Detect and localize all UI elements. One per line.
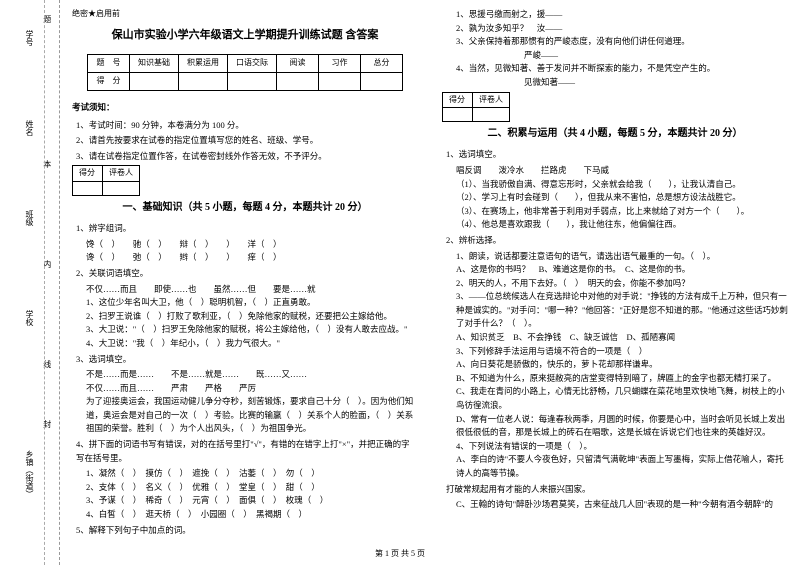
sidebar-label-xingming: 姓名: [24, 120, 35, 136]
c2-top-3: 严峻——: [456, 49, 788, 63]
s1-q1-l1: 谗（ ） 弛（ ） 辫（ ） ） 痒（ ）: [86, 251, 418, 265]
s1-q5: 5、解释下列句子中加点的词。: [76, 524, 418, 538]
s2-q2-l9: D、常有一位老人说：每逢春秋两季，月圆的时候，你要是心中，当时会听见长城上发出很…: [456, 413, 788, 440]
s2-q1-l1: （1）、当我骄傲自满、得意忘形时，父亲就会给我（ ），让我认清自己。: [456, 178, 788, 192]
s2-q2-l3: 3、——位总统候选人在竞选辩论中对他的对手说："挣钱的方法有成千上万种，但只有一…: [456, 290, 788, 331]
notice-2: 2、请首先按要求在试卷的指定位置填写您的姓名、班级、学号。: [76, 134, 418, 148]
s2-q2-l11: A、李白的诗"不要人今夜色好，只留清气满乾坤"表面上写墨梅，实际上借花喻人，寄托…: [456, 453, 788, 480]
s2-q2-l5: 3、下列修辞手法运用与语境不符合的一项是（ ）: [456, 345, 788, 359]
s1-q3-l2: 为了迎接奥运会，我国运动健儿争分夺秒，刻苦锻炼，要求自己十分（ ）。因为他们知道…: [86, 395, 418, 436]
s2-q2-l0: 1、朗读，说话都要注意语句的语气，请选出语气最重的一句。（ ）。: [456, 250, 788, 264]
s1-q2-l0: 不仅……而且 即使……也 虽然……但 要是……就: [86, 283, 418, 297]
notice-3: 3、请在试卷指定位置作答，在试卷密封线外作答无效，不予评分。: [76, 150, 418, 164]
s1-q3: 3、选词填空。: [76, 353, 418, 367]
s1-q3-l0: 不是……而是…… 不是……就是…… 既……又……: [86, 368, 418, 382]
s1-q2: 2、关联词语填空。: [76, 267, 418, 281]
s1-q4: 4、拼下面的词语书写有错误，对的在括号里打"√"，有错的在错字上打"×"，并把正…: [76, 438, 418, 465]
s1-q4-l0: 1、凝然（ ） 摸仿（ ） 遮挽（ ） 沽萎（ ） 勿（ ）: [86, 467, 418, 481]
score-table: 题 号 知识基础 积累运用 口语交际 阅读 习作 总分 得 分: [87, 54, 403, 91]
section1-title: 一、基础知识（共 5 小题，每题 4 分，本题共计 20 分）: [72, 200, 418, 216]
section2-title: 二、积累与运用（共 4 小题，每题 5 分，本题共计 20 分）: [442, 126, 788, 142]
s2-q1-l2: （2）、学习上有时会碰到（ ），但我从来不害怕，总是想方设法战胜它。: [456, 191, 788, 205]
s1-q2-l3: 3、大卫说："（ ）扫罗王免除他家的赋税，将公主嫁给他，（ ）没有人敢去应战。": [86, 323, 418, 337]
s2-q2-e1: C、王翰的诗句"醉卧沙场君莫笑，古来征战几人回"表现的是一种"今朝有酒今朝醉"的: [456, 498, 788, 512]
c2-top-0: 1、思援弓缴而射之，援——: [456, 8, 788, 22]
s2-q1-l4: （4）、他总是喜欢跟我（ ），我让他往东，他偏偏往西。: [456, 218, 788, 232]
paper-title: 保山市实验小学六年级语文上学期提升训练试题 含答案: [72, 27, 418, 45]
s1-q1-l0: 馋（ ） 驰（ ） 辩（ ） ） 洋（ ）: [86, 238, 418, 252]
s1-q2-l1: 1、这位少年名叫大卫，他（ ）聪明机智，（ ）正直勇敢。: [86, 296, 418, 310]
notice-head: 考试须知：: [72, 101, 418, 115]
sidebar-label-xuehao: 学号: [24, 30, 35, 46]
notice-1: 1、考试时间：90 分钟，本卷满分为 100 分。: [76, 119, 418, 133]
sidebar-label-banji: 班级: [24, 210, 35, 226]
s2-q1-l3: （3）、在赛场上，他非常善于利用对手弱点，比上来就给了对方一个（ ）。: [456, 205, 788, 219]
s2-q1: 1、选词填空。: [446, 148, 788, 162]
s2-q1-l0: 唱反调 泼冷水 拦路虎 下马威: [456, 164, 788, 178]
s1-q3-l1: 不仅……而且…… 严肃 严格 严厉: [86, 382, 418, 396]
c2-top-5: 见微知著——: [456, 76, 788, 90]
score-h-0: 题 号: [88, 55, 130, 73]
s2-q2-e0: 打破常规起用有才能的人来振兴国家。: [446, 483, 788, 497]
c2-top-4: 4、当然，见微知著、善于发问并不断探索的能力，不是凭空产生的。: [456, 62, 788, 76]
score-h-3: 口语交际: [228, 55, 277, 73]
s2-q2: 2、辨析选择。: [446, 234, 788, 248]
s1-q2-l4: 4、大卫说："我（ ）年纪小，（ ）我力气很大。": [86, 337, 418, 351]
mini-score-2: 得分评卷人: [442, 92, 510, 123]
s2-q2-l4: A、知识贫乏 B、不会挣钱 C、缺乏诚信 D、孤陋寡闻: [456, 331, 788, 345]
s2-q2-l2: 2、明天的人，不用下去好。（ ） 明天的会，你能不参加吗？: [456, 277, 788, 291]
score-h-4: 阅读: [277, 55, 319, 73]
s1-q4-l2: 3、予谋（ ） 稀奇（ ） 元宵（ ） 面俱（ ） 枚瑰（ ）: [86, 494, 418, 508]
page: 学号 姓名 班级 学校 乡镇（街道） 题 本 内 线 封 绝密★启用前 保山市实…: [0, 0, 800, 565]
s2-q2-l1: A、这是你的书吗？ B、难道这是你的书。 C、这是你的书。: [456, 263, 788, 277]
s1-q1: 1、辨字组词。: [76, 222, 418, 236]
sidebar-label-xuexiao: 学校: [24, 310, 35, 326]
s2-q2-l7: B、不知道为什么，原来挺敝亮的店堂变得特别暗了，牌匾上的金字也都无精打采了。: [456, 372, 788, 386]
score-r-0: 得 分: [88, 73, 130, 91]
score-h-2: 积累运用: [179, 55, 228, 73]
s2-q2-l10: 4、下列说法有错误的一项是（ ）。: [456, 440, 788, 454]
score-h-5: 习作: [319, 55, 361, 73]
s1-q4-l3: 4、白皙（ ） 逛天桥（ ） 小园圈（ ） 黑褐期（ ）: [86, 508, 418, 522]
c2-top-2: 3、父亲保持着那那惯有的严峻态度，没有向他们讲任何道理。: [456, 35, 788, 49]
s1-q2-l2: 2、扫罗王说谁（ ）打败了歌利亚，（ ）免除他家的赋税，还要把公主嫁给他。: [86, 310, 418, 324]
binding-sidebar: 学号 姓名 班级 学校 乡镇（街道） 题 本 内 线 封: [0, 0, 60, 565]
mini-score-1: 得分评卷人: [72, 165, 140, 196]
s2-q2-l6: A、向日葵花是骄傲的，快乐的，萝卜花却那样谦卑。: [456, 358, 788, 372]
s2-q2-l8: C、我走在青问的小路上，心情无比舒畅，几只蝴蝶在菜花地里欢快地飞舞，树枝上的小鸟…: [456, 385, 788, 412]
score-h-6: 总分: [361, 55, 403, 73]
sidebar-label-xiangzhen: 乡镇（街道）: [24, 450, 35, 498]
c2-top-1: 2、孰为汝多知乎？ 汝——: [456, 22, 788, 36]
column-right: 1、思援弓缴而射之，援—— 2、孰为汝多知乎？ 汝—— 3、父亲保持着那那惯有的…: [430, 0, 800, 565]
column-left: 绝密★启用前 保山市实验小学六年级语文上学期提升训练试题 含答案 题 号 知识基…: [60, 0, 430, 565]
s1-q4-l1: 2、支体（ ） 名义（ ） 优雅（ ） 堂皇（ ） 甜（ ）: [86, 481, 418, 495]
score-h-1: 知识基础: [130, 55, 179, 73]
confidential-label: 绝密★启用前: [72, 8, 418, 21]
page-footer: 第 1 页 共 5 页: [375, 548, 425, 559]
